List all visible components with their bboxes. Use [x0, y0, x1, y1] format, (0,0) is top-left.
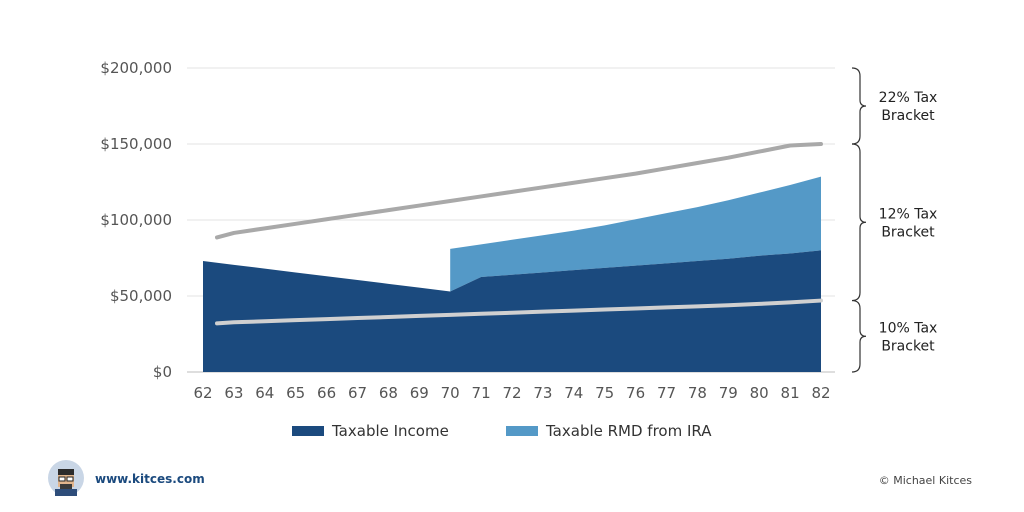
x-tick-label: 82: [811, 384, 830, 402]
x-tick-label: 68: [379, 384, 398, 402]
bracket-label-line2: Bracket: [881, 108, 935, 124]
footer-copyright: © Michael Kitces: [878, 474, 972, 487]
x-tick-label: 66: [317, 384, 336, 402]
x-tick-label: 73: [533, 384, 552, 402]
bracket-label-line2: Bracket: [881, 224, 935, 240]
y-tick-label: $50,000: [110, 287, 172, 305]
y-tick-label: $100,000: [100, 211, 172, 229]
threshold-line-0: [215, 298, 823, 326]
legend-swatch-taxable-rmd: [506, 426, 538, 436]
x-tick-label: 71: [472, 384, 491, 402]
x-tick-label: 70: [441, 384, 460, 402]
bracket-brace: [851, 143, 867, 302]
bracket-brace: [851, 67, 867, 145]
x-tick-label: 64: [255, 384, 274, 402]
x-tick-label: 67: [348, 384, 367, 402]
bracket-label-line1: 22% Tax: [879, 90, 938, 106]
x-tick-label: 80: [750, 384, 769, 402]
threshold-line-1: [215, 142, 823, 240]
legend-label-taxable-rmd: Taxable RMD from IRA: [545, 422, 712, 440]
x-tick-label: 74: [564, 384, 583, 402]
x-tick-label: 65: [286, 384, 305, 402]
x-tick-label: 79: [719, 384, 738, 402]
bracket-label-line2: Bracket: [881, 338, 935, 354]
area-taxable-rmd: [450, 176, 821, 292]
legend-label-taxable-income: Taxable Income: [331, 422, 449, 440]
legend-swatch-taxable-income: [292, 426, 324, 436]
x-tick-label: 69: [410, 384, 429, 402]
y-tick-label: $0: [153, 363, 172, 381]
bracket-label-line1: 12% Tax: [879, 206, 938, 222]
x-tick-label: 76: [626, 384, 645, 402]
bracket-brace: [851, 299, 867, 373]
x-axis-ticks: 62 63 64 65 66 67 68 69 70 71 72 73 74 75 76 77 78 79 80 81…: [193, 384, 830, 402]
x-tick-label: 81: [781, 384, 800, 402]
tax-brackets: 22% Tax Bracket 12% Tax Bracket 10% Tax Brack…: [851, 67, 938, 373]
footer-website-link[interactable]: www.kitces.com: [95, 472, 205, 486]
x-tick-label: 75: [595, 384, 614, 402]
y-tick-label: $200,000: [100, 59, 172, 77]
threshold-lines: [215, 142, 823, 326]
bracket-label-line1: 10% Tax: [879, 320, 938, 336]
kitces-avatar-icon: [48, 460, 84, 496]
x-tick-label: 62: [193, 384, 212, 402]
x-tick-label: 77: [657, 384, 676, 402]
y-axis-ticks: $0 $50,000 $100,000 $150,000 $200,000: [100, 59, 172, 381]
x-tick-label: 78: [688, 384, 707, 402]
legend: Taxable Income Taxable RMD from IRA: [292, 422, 712, 440]
x-tick-label: 63: [224, 384, 243, 402]
x-tick-label: 72: [502, 384, 521, 402]
area-series: [203, 176, 821, 372]
y-tick-label: $150,000: [100, 135, 172, 153]
